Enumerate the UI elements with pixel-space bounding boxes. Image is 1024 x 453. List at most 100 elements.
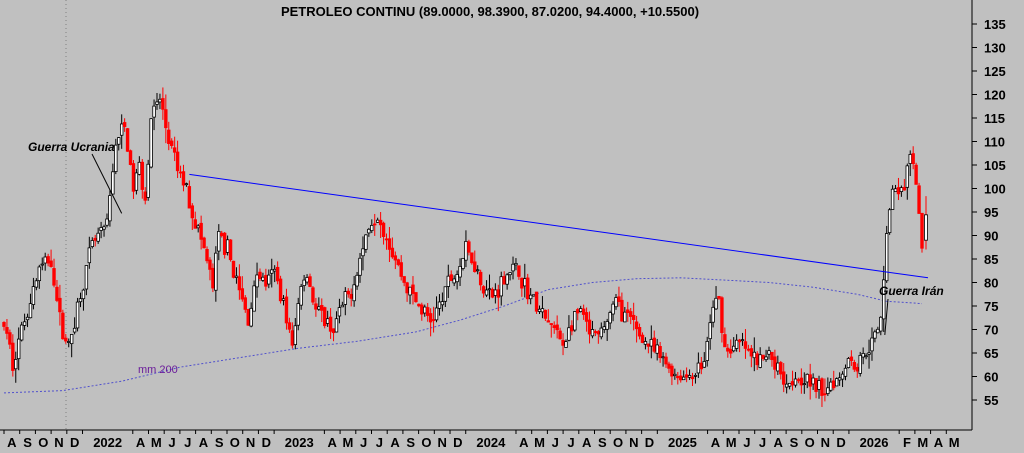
candle-body (55, 286, 59, 301)
candle (161, 87, 165, 120)
candle-body (331, 328, 336, 334)
candle (43, 252, 47, 271)
candle-body (790, 381, 795, 386)
candle (220, 230, 224, 238)
candle-body (208, 259, 212, 270)
candle (117, 136, 121, 151)
candle (125, 127, 130, 152)
y-tick-label: 60 (984, 370, 998, 385)
candle-body (484, 289, 489, 296)
candle (593, 329, 598, 337)
candle-body (272, 268, 277, 272)
candle-body (629, 311, 633, 317)
candle (626, 301, 630, 322)
x-tick-label: A (136, 435, 146, 450)
candle-body (873, 331, 877, 339)
x-tick-label: M (726, 435, 737, 450)
candle-body (375, 219, 380, 223)
candle-body (543, 309, 548, 319)
candle-body (222, 232, 227, 255)
candle-body (270, 269, 274, 274)
candle-body (317, 306, 321, 310)
candle (802, 372, 807, 394)
candle (440, 292, 445, 312)
x-tick-label: O (613, 435, 623, 450)
candle-body (146, 163, 150, 198)
candle (876, 326, 880, 334)
candle-body (737, 339, 742, 343)
candle (693, 373, 698, 384)
candle-body (308, 276, 312, 287)
candle-body (396, 259, 400, 265)
candle (882, 265, 886, 332)
candle (490, 287, 495, 299)
candle (849, 350, 854, 366)
y-axis: 55 60 65 70 75 80 85 90 95 100 105 110 115 120 125 130 1… (0, 0, 1006, 431)
candle-body (802, 383, 807, 386)
candle-body (590, 329, 595, 337)
candle (649, 325, 654, 359)
candle (284, 288, 289, 330)
candle-body (779, 362, 783, 375)
x-tick-label: N (246, 435, 255, 450)
candle (225, 235, 230, 256)
candle-body (540, 308, 545, 313)
candle (770, 351, 774, 367)
candle (240, 276, 245, 302)
candle (505, 273, 509, 290)
y-tick-label: 110 (984, 135, 1005, 150)
candle-body (526, 277, 530, 300)
candle-body (384, 238, 389, 241)
candle-body (258, 271, 262, 280)
candle (355, 272, 359, 290)
candle (823, 378, 827, 402)
candle-body (164, 109, 168, 129)
candle-body (593, 331, 598, 334)
candle (305, 274, 309, 285)
candle (349, 288, 353, 307)
candle (852, 359, 857, 372)
candle-body (455, 274, 459, 283)
candle (155, 93, 159, 110)
candle-body (190, 205, 195, 219)
candle-body (573, 311, 577, 331)
resistance-trendline (189, 173, 929, 279)
candle (411, 276, 415, 305)
candle-body (496, 289, 501, 298)
candle-body (31, 286, 36, 305)
candle-body (425, 307, 430, 316)
candle (681, 370, 686, 381)
candle (614, 293, 618, 310)
candle-body (470, 252, 474, 264)
candle-body (584, 312, 589, 322)
candle-body (449, 274, 453, 281)
candle-body (723, 334, 727, 348)
candle-body (414, 292, 418, 303)
candle-body (102, 226, 106, 230)
candle (5, 319, 9, 340)
candle-body (158, 98, 162, 103)
candle (375, 217, 380, 223)
candle (723, 327, 727, 348)
candle-body (493, 289, 498, 296)
candle (181, 164, 186, 192)
candle-body (867, 352, 871, 355)
candle (893, 184, 898, 193)
x-tick-label: A (390, 435, 400, 450)
candle-body (890, 188, 895, 210)
y-tick-label: 65 (984, 346, 998, 361)
candle (87, 236, 92, 269)
candle (731, 337, 736, 353)
x-tick-label: N (437, 435, 446, 450)
x-tick-label: A (519, 435, 529, 450)
candle (655, 338, 659, 361)
candle-body (452, 278, 456, 284)
candle (214, 246, 218, 302)
candle-body (428, 313, 433, 323)
candle-body (620, 299, 624, 322)
candle (167, 121, 171, 151)
candle (793, 372, 798, 388)
candle-body (231, 260, 236, 278)
x-tick-label: M (917, 435, 928, 450)
candle (779, 360, 783, 380)
